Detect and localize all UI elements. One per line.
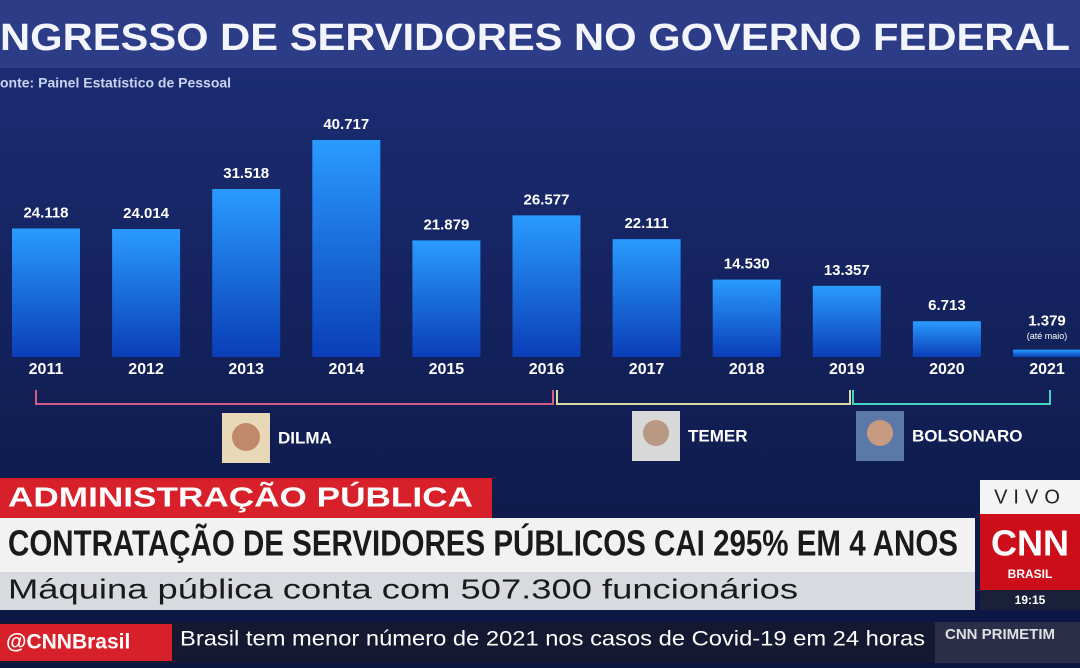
live: VIVO — [994, 486, 1066, 508]
subline: Máquina pública conta com 507.300 funcio… — [8, 573, 798, 604]
value-label: 31.518 — [223, 165, 269, 182]
bar — [212, 189, 281, 357]
bar — [412, 240, 481, 357]
bracket — [35, 390, 554, 405]
bar — [1013, 349, 1080, 357]
bar — [812, 285, 881, 357]
x-tick-label: 2020 — [929, 361, 965, 378]
logo-box — [980, 514, 1080, 590]
value-label: 6.713 — [928, 297, 966, 314]
section-band — [0, 478, 492, 518]
x-tick-label: 2019 — [829, 361, 865, 378]
headline-band — [0, 518, 975, 572]
bracket — [852, 390, 1051, 405]
logo-sub: BRASIL — [1008, 567, 1053, 581]
logo: CNN — [991, 523, 1069, 564]
bar — [612, 239, 681, 357]
value-label: 40.717 — [323, 116, 369, 133]
ticker-band — [0, 622, 1080, 663]
bracket — [556, 390, 851, 405]
value-label: 21.879 — [423, 216, 469, 233]
headline: CONTRATAÇÃO DE SERVIDORES PÚBLICOS CAI 2… — [8, 522, 958, 564]
portrait-face — [643, 420, 669, 446]
next: CNN PRIMETIM — [945, 626, 1055, 643]
bar — [712, 279, 781, 357]
bar — [112, 229, 181, 357]
portrait-face — [232, 423, 260, 451]
x-tick-label: 2016 — [529, 361, 565, 378]
bar — [912, 321, 981, 357]
chart-title: NGRESSO DE SERVIDORES NO GOVERNO FEDERAL — [0, 17, 1070, 59]
time: 19:15 — [1015, 593, 1046, 607]
value-label: 24.014 — [123, 205, 170, 222]
section: ADMINISTRAÇÃO PÚBLICA — [8, 481, 473, 512]
bar — [12, 228, 80, 357]
source: onte: Painel Estatístico de Pessoal — [0, 75, 231, 91]
next-box — [935, 622, 1080, 663]
bar — [312, 140, 381, 357]
handle-box — [0, 624, 172, 661]
title-band — [0, 0, 1080, 68]
value-label: 14.530 — [724, 256, 770, 273]
period-brackets — [35, 390, 1051, 405]
portrait-face — [867, 420, 893, 446]
annotation: (até maio) — [1027, 331, 1068, 341]
plot: 24.118 2011 24.014 2012 31.518 2013 40.717 2014… — [12, 116, 1080, 378]
portraits — [222, 411, 904, 463]
period-label: TEMER — [688, 426, 748, 445]
time-band — [980, 590, 1080, 610]
x-tick-label: 2015 — [429, 361, 465, 378]
lower-third: ADMINISTRAÇÃO PÚBLICA CONTRATAÇÃO DE SER… — [0, 478, 1080, 663]
x-tick-label: 2021 — [1029, 361, 1065, 378]
subline-band — [0, 572, 975, 610]
handle: @CNNBrasil — [6, 631, 130, 654]
ticker: Brasil tem menor número de 2021 nos caso… — [180, 628, 925, 651]
period-label: DILMA — [278, 428, 332, 447]
x-tick-label: 2013 — [228, 361, 264, 378]
value-label: 13.357 — [824, 262, 870, 279]
x-tick-label: 2011 — [29, 361, 64, 378]
value-label: 1.379 — [1028, 313, 1066, 330]
live-band — [980, 480, 1080, 514]
value-label: 24.118 — [23, 204, 68, 221]
value-label: 26.577 — [524, 191, 570, 208]
period-label: BOLSONARO — [912, 426, 1023, 445]
x-tick-label: 2012 — [128, 361, 164, 378]
x-tick-label: 2014 — [329, 361, 365, 378]
x-tick-label: 2018 — [729, 361, 765, 378]
bar — [512, 215, 581, 357]
value-label: 22.111 — [624, 215, 668, 232]
x-tick-label: 2017 — [629, 361, 665, 378]
